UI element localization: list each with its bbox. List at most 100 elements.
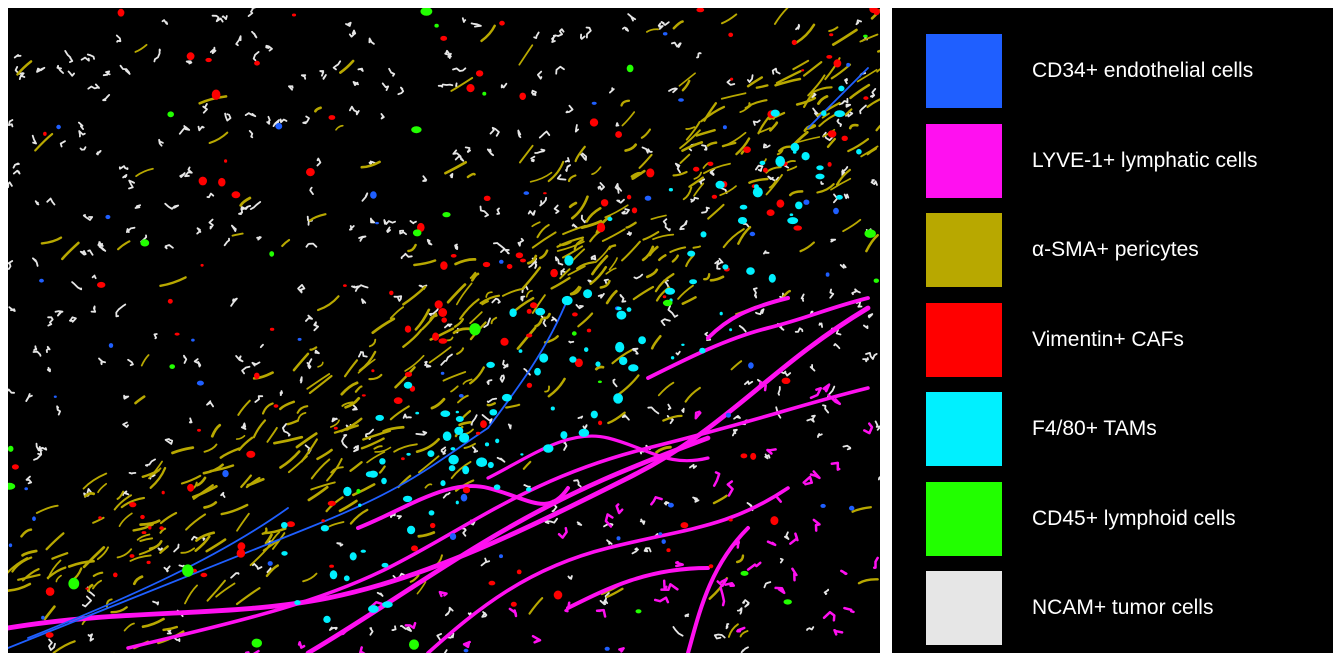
tumor-cell-mark (211, 14, 224, 23)
pericyte-mark (782, 289, 791, 298)
pericyte-mark (719, 185, 737, 197)
tumor-cell-mark (690, 196, 699, 203)
tumor-cell-mark (349, 225, 355, 231)
pericyte-mark (828, 26, 839, 33)
lymphoid-cell (167, 111, 174, 118)
lymphoid-cell (356, 488, 361, 494)
caf-cell (85, 587, 89, 590)
tumor-cell-mark (614, 183, 623, 194)
tumor-cell-mark (692, 496, 700, 503)
tumor-cell-mark (396, 515, 402, 520)
tumor-cell-mark (633, 273, 644, 280)
pericyte-mark (281, 238, 291, 248)
pericyte-mark (180, 474, 202, 485)
pericyte-mark (382, 425, 405, 433)
caf-cell (45, 587, 55, 596)
tumor-cell-mark (874, 420, 880, 431)
pericyte-mark (52, 640, 76, 653)
lymphoid-cell (740, 570, 749, 576)
tumor-cell-mark (763, 143, 771, 149)
pericyte-mark (35, 504, 59, 514)
tumor-cell-mark (358, 235, 367, 242)
pericyte-mark (531, 294, 546, 314)
legend-item-asma: α-SMA+ pericytes (926, 213, 1199, 287)
pericyte-mark (184, 584, 199, 605)
tumor-cell-mark (563, 442, 568, 451)
tumor-cell-mark (575, 304, 584, 310)
pericyte-mark (559, 268, 571, 280)
pericyte-mark (360, 437, 385, 450)
tumor-cell-mark (440, 446, 447, 455)
lymphoid-cell (662, 299, 673, 307)
endothelial-vessel (807, 67, 869, 129)
tumor-cell-mark (348, 29, 357, 38)
tumor-cell-mark (266, 115, 271, 125)
tam-cell (619, 356, 628, 366)
caf-cell (141, 531, 147, 535)
pericyte-mark (720, 13, 738, 25)
pericyte-mark (393, 443, 418, 453)
tumor-cell-mark (641, 146, 653, 154)
tumor-cell-mark (305, 242, 318, 248)
caf-cell (873, 8, 880, 16)
endothelial-cell (499, 259, 504, 264)
tam-cell (448, 465, 456, 472)
pericyte-mark (681, 141, 704, 152)
endothelial-cell (825, 272, 830, 277)
tumor-cell-mark (777, 386, 781, 396)
endothelial-cell (196, 380, 204, 386)
caf-cell (662, 295, 667, 299)
pericyte-mark (525, 289, 533, 298)
pericyte-mark (786, 165, 798, 172)
tumor-cell-mark (838, 97, 849, 106)
tumor-cell-mark (46, 366, 51, 373)
tumor-cell-mark (878, 476, 880, 481)
tumor-cell-mark (39, 446, 48, 456)
tumor-cell-mark (472, 446, 479, 453)
pericyte-mark (446, 283, 467, 304)
tumor-cell-mark (571, 223, 578, 229)
lymphatic-mark (694, 410, 702, 420)
tumor-cell-mark (152, 600, 160, 606)
tumor-cell-mark (134, 204, 141, 209)
pericyte-mark (316, 448, 333, 461)
pericyte-mark (171, 446, 195, 455)
caf-cell (466, 84, 475, 93)
pericyte-mark (16, 60, 33, 76)
lymphatic-mark (789, 532, 799, 545)
caf-cell (113, 572, 118, 578)
lymphoid-cell (783, 599, 792, 605)
caf-cell (205, 57, 212, 63)
tam-cell (790, 142, 800, 152)
caf-cell (237, 542, 246, 551)
pericyte-mark (343, 359, 359, 378)
tumor-cell-mark (740, 646, 749, 653)
pericyte-mark (341, 401, 354, 407)
tam-cell (638, 336, 646, 345)
pericyte-mark (265, 564, 279, 578)
tumor-cell-mark (349, 105, 360, 116)
lymphatic-mark (462, 640, 471, 649)
tumor-cell-mark (251, 361, 261, 367)
tumor-cell-mark (329, 626, 338, 631)
pericyte-mark (139, 537, 154, 543)
pericyte-mark (326, 457, 343, 482)
pericyte-mark (237, 399, 251, 416)
tumor-cell-mark (306, 215, 313, 226)
tumor-cell-mark (538, 130, 551, 139)
caf-cell (572, 312, 578, 317)
tam-cell (489, 409, 498, 416)
tumor-cell-mark (95, 150, 102, 156)
tumor-cell-mark (726, 79, 736, 86)
tumor-cell-mark (357, 67, 364, 72)
tumor-cell-mark (33, 452, 42, 461)
tam-cell (539, 353, 549, 363)
tumor-cell-mark (389, 511, 396, 519)
tam-cell (821, 110, 827, 117)
tumor-cell-mark (830, 238, 837, 243)
tumor-cell-mark (817, 433, 823, 438)
pericyte-mark (679, 153, 691, 164)
tam-cell (534, 367, 541, 376)
tumor-cell-mark (639, 518, 646, 525)
pericyte-mark (96, 546, 110, 561)
